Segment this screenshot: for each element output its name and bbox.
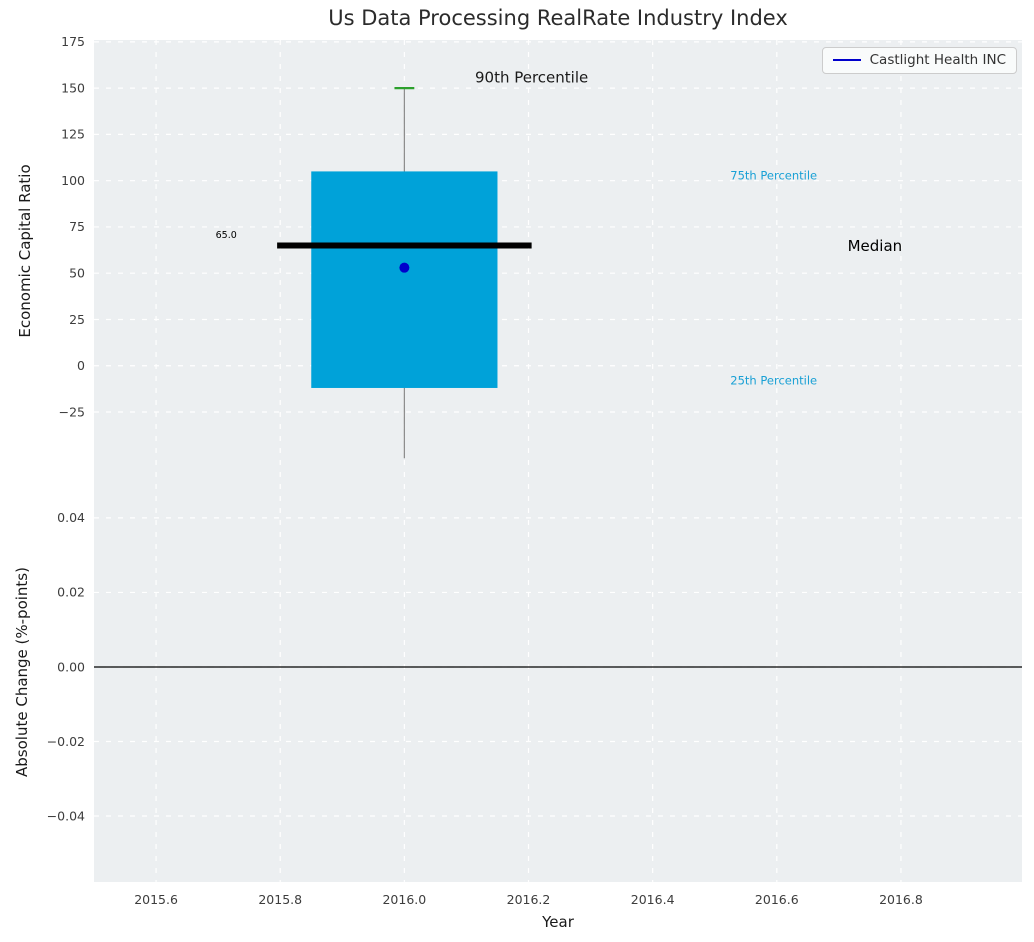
annotation-90th-percentile: 90th Percentile <box>475 68 588 86</box>
y-tick-label-top: 75 <box>69 219 85 234</box>
top-axes-background <box>94 40 1022 462</box>
x-tick-label: 2015.8 <box>258 892 302 907</box>
x-tick-label: 2016.6 <box>755 892 799 907</box>
annotation-median: Median <box>848 237 903 255</box>
annotation-65-0: 65.0 <box>216 230 237 241</box>
bottom-axes-background <box>94 462 1022 882</box>
annotation-75th-percentile: 75th Percentile <box>730 168 817 182</box>
series-point-castlight-health <box>399 262 410 273</box>
y-tick-label-top: −25 <box>59 404 85 419</box>
y-tick-label-bottom: −0.04 <box>47 808 85 823</box>
y-tick-label-top: 150 <box>61 80 85 95</box>
y-tick-label-bottom: 0.04 <box>57 510 85 525</box>
y-axis-label-top: Economic Capital Ratio <box>16 164 34 338</box>
y-tick-label-bottom: 0.02 <box>57 585 85 600</box>
y-tick-label-top: 100 <box>61 173 85 188</box>
x-tick-label: 2016.4 <box>631 892 675 907</box>
y-tick-label-top: 0 <box>77 358 85 373</box>
y-tick-label-bottom: 0.00 <box>57 659 85 674</box>
legend: Castlight Health INC <box>821 47 1017 74</box>
x-tick-label: 2016.8 <box>879 892 923 907</box>
chart-title: Us Data Processing RealRate Industry Ind… <box>328 6 788 30</box>
legend-label: Castlight Health INC <box>869 52 1006 68</box>
y-tick-label-top: 25 <box>69 312 85 327</box>
y-tick-label-top: 175 <box>61 34 85 49</box>
x-axis-label: Year <box>542 913 574 931</box>
y-tick-label-top: 125 <box>61 127 85 142</box>
y-tick-label-top: 50 <box>69 266 85 281</box>
y-tick-label-bottom: −0.02 <box>47 734 85 749</box>
x-tick-label: 2016.0 <box>382 892 426 907</box>
y-axis-label-bottom: Absolute Change (%-points) <box>13 567 31 777</box>
x-tick-label: 2016.2 <box>507 892 551 907</box>
annotation-25th-percentile: 25th Percentile <box>730 374 817 388</box>
iqr-box <box>311 171 498 388</box>
legend-line-sample <box>832 59 861 61</box>
x-tick-label: 2015.6 <box>134 892 178 907</box>
